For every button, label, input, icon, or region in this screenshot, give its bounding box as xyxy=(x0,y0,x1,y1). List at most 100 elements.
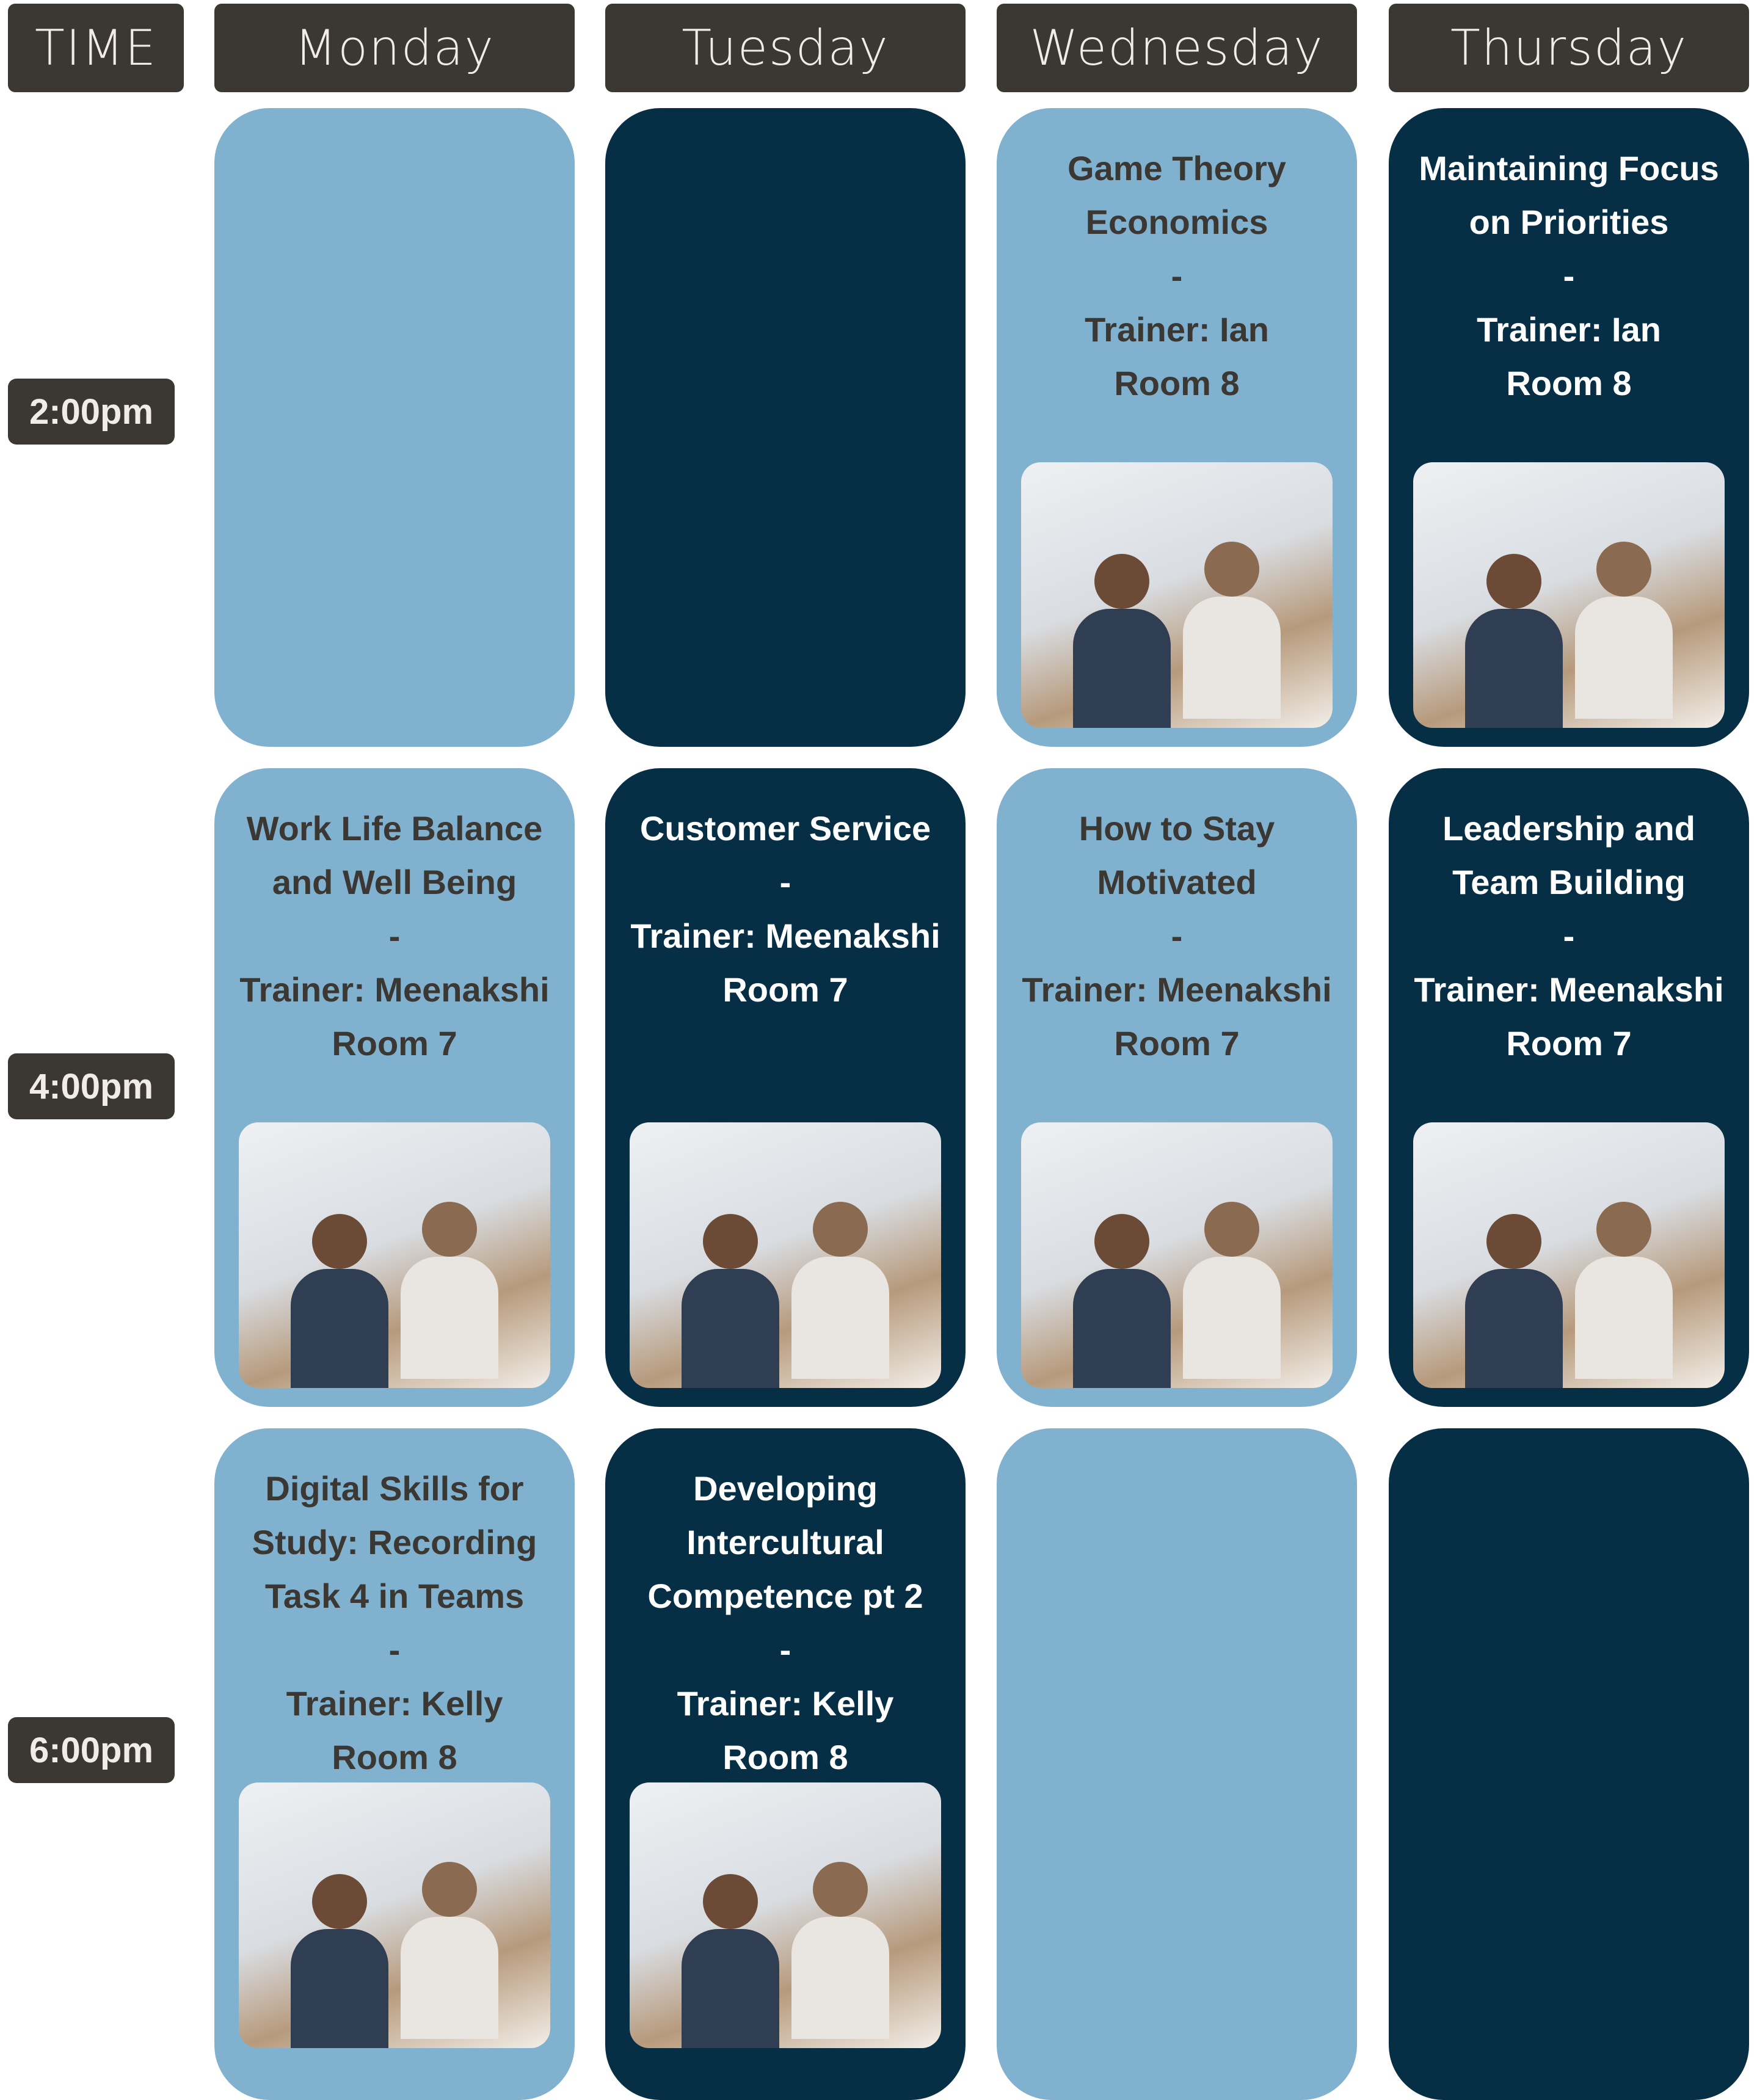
photo-figure xyxy=(1486,554,1541,609)
photo-figure xyxy=(1073,609,1171,728)
photo-figure xyxy=(1094,554,1149,609)
session-room: Room 8 xyxy=(332,1738,457,1776)
session-card: Customer Service - Trainer: Meenakshi Room … xyxy=(605,768,966,1407)
session-room: Room 7 xyxy=(1114,1024,1240,1063)
session-room: Room 8 xyxy=(722,1738,848,1776)
session-title: Work Life Balance and Well Being xyxy=(246,809,543,901)
photo-figure xyxy=(791,1917,889,2039)
session-card xyxy=(605,108,966,747)
session-card: Developing Intercultural Competence pt 2… xyxy=(605,1428,966,2100)
photo xyxy=(1413,462,1725,728)
session-text: Maintaining Focus on Priorities - Trainer:… xyxy=(1401,142,1737,410)
session-separator: - xyxy=(779,1630,791,1669)
photo-figure xyxy=(312,1214,367,1269)
session-room: Room 8 xyxy=(1114,364,1240,402)
session-trainer: Trainer: Meenakshi xyxy=(239,970,550,1009)
photo-figure xyxy=(1596,542,1651,597)
session-trainer: Trainer: Meenakshi xyxy=(1022,970,1332,1009)
session-separator: - xyxy=(779,863,791,901)
session-trainer: Trainer: Kelly xyxy=(677,1684,894,1723)
photo-figure xyxy=(791,1257,889,1379)
photo-figure xyxy=(1575,1257,1673,1379)
time-label: 6:00pm xyxy=(8,1717,175,1783)
session-card: Digital Skills for Study: Recording Task… xyxy=(214,1428,575,2100)
session-room: Room 7 xyxy=(722,970,848,1009)
photo-figure xyxy=(401,1257,498,1379)
session-separator: - xyxy=(1171,256,1183,295)
photo xyxy=(630,1782,941,2048)
session-room: Room 8 xyxy=(1506,364,1632,402)
session-card: Work Life Balance and Well Being - Trainer… xyxy=(214,768,575,1407)
session-trainer: Trainer: Meenakshi xyxy=(1414,970,1724,1009)
session-text: Developing Intercultural Competence pt 2… xyxy=(617,1462,953,1784)
photo-figure xyxy=(1204,542,1259,597)
session-text: How to Stay Motivated - Trainer: Meenakshi… xyxy=(1009,802,1345,1070)
photo-figure xyxy=(1596,1202,1651,1257)
day-header: Monday xyxy=(214,4,575,92)
photo xyxy=(239,1782,550,2048)
photo-figure xyxy=(1486,1214,1541,1269)
session-card: Maintaining Focus on Priorities - Trainer:… xyxy=(1389,108,1749,747)
session-title: Game Theory Economics xyxy=(1068,149,1286,241)
session-text: Digital Skills for Study: Recording Task… xyxy=(227,1462,562,1784)
session-trainer: Trainer: Meenakshi xyxy=(630,917,940,955)
photo-figure xyxy=(312,1874,367,1929)
session-card xyxy=(997,1428,1357,2100)
session-separator: - xyxy=(1563,917,1575,955)
session-text: Work Life Balance and Well Being - Trainer… xyxy=(227,802,562,1070)
photo-figure xyxy=(401,1917,498,2039)
photo-figure xyxy=(1183,597,1281,719)
session-trainer: Trainer: Ian xyxy=(1085,310,1269,349)
photo-figure xyxy=(1575,597,1673,719)
session-separator: - xyxy=(388,917,401,955)
session-title: How to Stay Motivated xyxy=(1079,809,1275,901)
photo-figure xyxy=(1183,1257,1281,1379)
session-title: Maintaining Focus on Priorities xyxy=(1419,149,1719,241)
session-title: Leadership and Team Building xyxy=(1442,809,1695,901)
photo-figure xyxy=(813,1202,868,1257)
time-label: 2:00pm xyxy=(8,379,175,445)
session-card: How to Stay Motivated - Trainer: Meenakshi… xyxy=(997,768,1357,1407)
session-room: Room 7 xyxy=(332,1024,457,1063)
photo-figure xyxy=(1465,1269,1563,1388)
photo-figure xyxy=(422,1202,477,1257)
session-trainer: Trainer: Ian xyxy=(1477,310,1661,349)
session-separator: - xyxy=(388,1630,401,1669)
time-label: 4:00pm xyxy=(8,1053,175,1119)
photo-figure xyxy=(1073,1269,1171,1388)
session-text: Game Theory Economics - Trainer: Ian Room 8 xyxy=(1009,142,1345,410)
photo xyxy=(1021,1122,1333,1388)
session-text: Customer Service - Trainer: Meenakshi Room … xyxy=(617,802,953,1017)
session-card: Game Theory Economics - Trainer: Ian Room 8 xyxy=(997,108,1357,747)
session-separator: - xyxy=(1563,256,1575,295)
time-header: TIME xyxy=(8,4,184,92)
session-room: Room 7 xyxy=(1506,1024,1632,1063)
photo-figure xyxy=(1094,1214,1149,1269)
day-header: Tuesday xyxy=(605,4,966,92)
photo-figure xyxy=(682,1269,779,1388)
photo-figure xyxy=(682,1929,779,2048)
photo-figure xyxy=(1465,609,1563,728)
session-card xyxy=(1389,1428,1749,2100)
photo xyxy=(1021,462,1333,728)
photo xyxy=(239,1122,550,1388)
photo-figure xyxy=(1204,1202,1259,1257)
session-title: Digital Skills for Study: Recording Task… xyxy=(252,1469,537,1615)
photo-figure xyxy=(422,1862,477,1917)
photo-figure xyxy=(291,1929,388,2048)
session-text: Leadership and Team Building - Trainer: Me… xyxy=(1401,802,1737,1070)
session-title: Developing Intercultural Competence pt 2 xyxy=(647,1469,923,1615)
session-card: Leadership and Team Building - Trainer: Me… xyxy=(1389,768,1749,1407)
photo-figure xyxy=(813,1862,868,1917)
day-header: Wednesday xyxy=(997,4,1357,92)
session-trainer: Trainer: Kelly xyxy=(286,1684,503,1723)
day-header: Thursday xyxy=(1389,4,1749,92)
photo-figure xyxy=(703,1874,758,1929)
session-separator: - xyxy=(1171,917,1183,955)
photo-figure xyxy=(291,1269,388,1388)
session-title: Customer Service xyxy=(639,809,931,848)
session-card xyxy=(214,108,575,747)
photo xyxy=(1413,1122,1725,1388)
